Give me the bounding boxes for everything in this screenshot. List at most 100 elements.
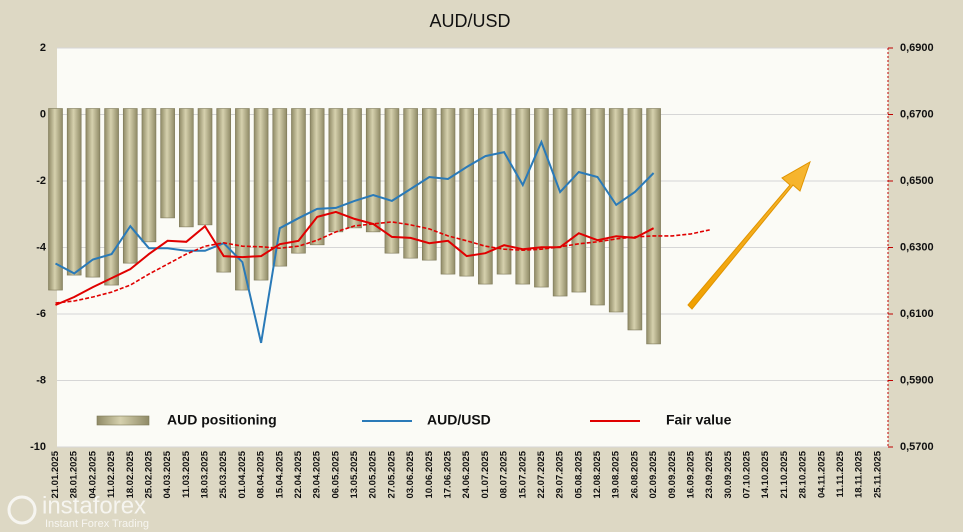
x-tick-label: 30.09.2025 bbox=[723, 450, 734, 498]
x-tick-label: 06.05.2025 bbox=[330, 450, 341, 498]
x-tick-label: 13.05.2025 bbox=[349, 450, 360, 498]
legend-label: AUD/USD bbox=[427, 412, 491, 428]
x-tick-label: 02.09.2025 bbox=[648, 450, 659, 498]
x-tick-label: 11.11.2025 bbox=[835, 450, 846, 497]
x-tick-label: 20.05.2025 bbox=[368, 450, 379, 498]
x-tick-label: 01.04.2025 bbox=[237, 450, 248, 498]
legend-label: Fair value bbox=[666, 412, 732, 428]
x-tick-label: 24.06.2025 bbox=[461, 450, 472, 498]
bar bbox=[646, 108, 661, 345]
x-tick-label: 21.01.2025 bbox=[50, 450, 61, 498]
x-tick-label: 16.09.2025 bbox=[685, 450, 696, 498]
y2-tick-label: 0,6900 bbox=[900, 42, 934, 54]
x-tick-label: 25.11.2025 bbox=[872, 450, 883, 498]
watermark-tagline: Instant Forex Trading bbox=[45, 518, 149, 530]
bar bbox=[253, 108, 269, 281]
x-tick-label: 10.06.2025 bbox=[424, 450, 435, 498]
x-tick-label: 28.01.2025 bbox=[69, 450, 80, 498]
bar bbox=[571, 108, 587, 293]
x-tick-label: 27.05.2025 bbox=[386, 450, 397, 498]
x-tick-label: 18.03.2025 bbox=[200, 450, 211, 498]
x-tick-label: 11.03.2025 bbox=[181, 450, 192, 498]
y2-tick-label: 0,6300 bbox=[900, 241, 934, 253]
bar bbox=[235, 108, 250, 291]
bar bbox=[122, 108, 138, 264]
y-tick-label: -4 bbox=[36, 241, 47, 253]
x-tick-label: 18.02.2025 bbox=[125, 450, 136, 498]
bar bbox=[608, 108, 624, 313]
legend-swatch bbox=[96, 415, 150, 426]
bar bbox=[384, 108, 400, 254]
bar bbox=[291, 108, 306, 254]
x-tick-label: 14.10.2025 bbox=[760, 450, 771, 498]
x-tick-label: 26.08.2025 bbox=[629, 450, 640, 498]
x-tick-label: 04.02.2025 bbox=[87, 450, 98, 498]
bar bbox=[48, 108, 63, 291]
bar bbox=[552, 108, 568, 297]
bar bbox=[365, 108, 381, 233]
legend-label: AUD positioning bbox=[167, 412, 277, 428]
x-tick-label: 12.08.2025 bbox=[592, 450, 603, 498]
y2-tick-label: 0,5700 bbox=[900, 441, 934, 453]
trend-arrow bbox=[687, 160, 811, 310]
bar bbox=[160, 108, 175, 219]
bar bbox=[403, 108, 418, 259]
bar bbox=[216, 108, 232, 273]
x-tick-label: 18.11.2025 bbox=[854, 450, 865, 498]
watermark-brand: instaforex bbox=[42, 492, 146, 519]
x-tick-label: 21.10.2025 bbox=[779, 450, 790, 498]
x-tick-label: 05.08.2025 bbox=[573, 450, 584, 498]
x-tick-label: 25.03.2025 bbox=[218, 450, 229, 498]
x-tick-label: 07.10.2025 bbox=[742, 450, 753, 498]
x-tick-label: 04.03.2025 bbox=[162, 450, 173, 498]
x-tick-label: 29.04.2025 bbox=[312, 450, 323, 498]
x-tick-label: 22.07.2025 bbox=[536, 450, 547, 498]
y2-tick-label: 0,6500 bbox=[900, 175, 934, 187]
y-tick-label: -2 bbox=[36, 175, 46, 187]
bar bbox=[421, 108, 437, 261]
bar bbox=[179, 108, 194, 228]
y-tick-label: 0 bbox=[40, 108, 46, 120]
x-tick-label: 23.09.2025 bbox=[704, 450, 715, 498]
x-tick-label: 11.02.2025 bbox=[106, 450, 117, 498]
y-tick-label: -10 bbox=[30, 441, 46, 453]
x-tick-label: 01.07.2025 bbox=[480, 450, 491, 498]
bar bbox=[590, 108, 605, 306]
y-tick-label: -6 bbox=[36, 308, 46, 320]
x-tick-label: 19.08.2025 bbox=[611, 450, 622, 498]
bar bbox=[459, 108, 474, 277]
y2-tick-label: 0,6700 bbox=[900, 108, 934, 120]
line bbox=[55, 221, 710, 304]
line bbox=[55, 139, 655, 344]
bar bbox=[627, 108, 643, 331]
bar bbox=[478, 108, 493, 285]
x-tick-label: 17.06.2025 bbox=[443, 450, 454, 498]
y2-tick-label: 0,6100 bbox=[900, 308, 934, 320]
watermark-logo bbox=[7, 495, 37, 525]
y-tick-label: -8 bbox=[36, 374, 46, 386]
bar bbox=[104, 108, 119, 286]
y2-tick-label: 0,5900 bbox=[900, 374, 934, 386]
bar bbox=[515, 108, 531, 285]
y-tick-label: 2 bbox=[40, 42, 46, 54]
bar bbox=[440, 108, 456, 275]
x-tick-label: 28.10.2025 bbox=[798, 450, 809, 498]
bar bbox=[347, 108, 362, 229]
x-tick-label: 08.04.2025 bbox=[256, 450, 267, 498]
x-tick-label: 03.06.2025 bbox=[405, 450, 416, 498]
bar bbox=[66, 108, 82, 276]
x-tick-label: 29.07.2025 bbox=[555, 450, 566, 498]
x-tick-label: 22.04.2025 bbox=[293, 450, 304, 498]
bar bbox=[534, 108, 549, 288]
watermark: instaforex Instant Forex Trading bbox=[7, 492, 149, 530]
x-tick-label: 15.07.2025 bbox=[517, 450, 528, 498]
x-tick-label: 09.09.2025 bbox=[667, 450, 678, 498]
chart-title: AUD/USD bbox=[429, 11, 510, 31]
x-tick-label: 25.02.2025 bbox=[143, 450, 154, 498]
x-tick-label: 04.11.2025 bbox=[816, 450, 827, 498]
bar bbox=[496, 108, 512, 275]
bar bbox=[85, 108, 101, 278]
bar bbox=[141, 108, 157, 243]
x-tick-label: 15.04.2025 bbox=[274, 450, 285, 498]
